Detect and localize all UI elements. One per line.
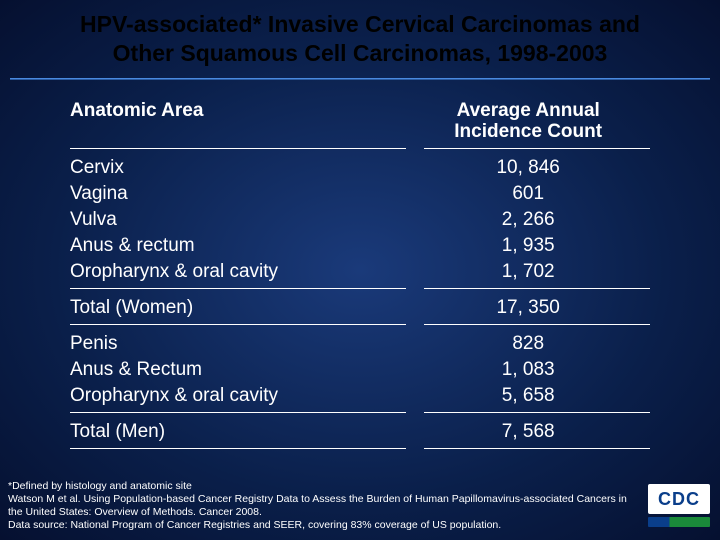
total-count: 7, 568 [406,419,650,445]
section-rule [70,448,650,449]
table-row: Anus & rectum 1, 935 [70,233,650,259]
area-cell: Vulva [70,207,406,233]
count-cell: 828 [406,331,650,357]
cdc-logo-text: CDC [648,484,710,514]
table-row: Anus & Rectum 1, 083 [70,357,650,383]
footnote-definition: *Defined by histology and anatomic site [8,480,630,493]
area-cell: Oropharynx & oral cavity [70,259,406,285]
header-rule [70,148,650,149]
table-row: Vulva 2, 266 [70,207,650,233]
section-rule [70,288,650,289]
count-cell: 1, 083 [406,357,650,383]
section-rule [70,324,650,325]
footnote-datasource: Data source: National Program of Cancer … [8,519,630,532]
total-label: Total (Men) [70,419,406,445]
total-count: 17, 350 [406,295,650,321]
header-incidence-count: Average Annual Incidence Count [406,98,650,146]
area-cell: Cervix [70,155,406,181]
total-label: Total (Women) [70,295,406,321]
data-table: Anatomic Area Average Annual Incidence C… [70,98,650,450]
table-row: Oropharynx & oral cavity 1, 702 [70,259,650,285]
title-underline [10,78,710,80]
footnote-citation: Watson M et al. Using Population-based C… [8,493,630,519]
slide-title: HPV-associated* Invasive Cervical Carcin… [0,0,720,76]
title-line-2: Other Squamous Cell Carcinomas, 1998-200… [113,40,608,66]
cdc-logo: CDC [648,484,710,528]
count-cell: 1, 935 [406,233,650,259]
area-cell: Vagina [70,181,406,207]
table-row: Vagina 601 [70,181,650,207]
count-cell: 1, 702 [406,259,650,285]
total-women-row: Total (Women) 17, 350 [70,295,650,321]
header-anatomic-area: Anatomic Area [70,98,406,124]
total-men-row: Total (Men) 7, 568 [70,419,650,445]
cdc-logo-bar [648,517,710,527]
area-cell: Penis [70,331,406,357]
footnotes: *Defined by histology and anatomic site … [8,480,630,533]
title-line-1: HPV-associated* Invasive Cervical Carcin… [80,11,640,37]
count-cell: 10, 846 [406,155,650,181]
count-cell: 2, 266 [406,207,650,233]
count-cell: 5, 658 [406,383,650,409]
area-cell: Anus & Rectum [70,357,406,383]
table-row: Cervix 10, 846 [70,155,650,181]
table-row: Oropharynx & oral cavity 5, 658 [70,383,650,409]
table-row: Penis 828 [70,331,650,357]
count-cell: 601 [406,181,650,207]
area-cell: Oropharynx & oral cavity [70,383,406,409]
section-rule [70,412,650,413]
table-header: Anatomic Area Average Annual Incidence C… [70,98,650,146]
area-cell: Anus & rectum [70,233,406,259]
